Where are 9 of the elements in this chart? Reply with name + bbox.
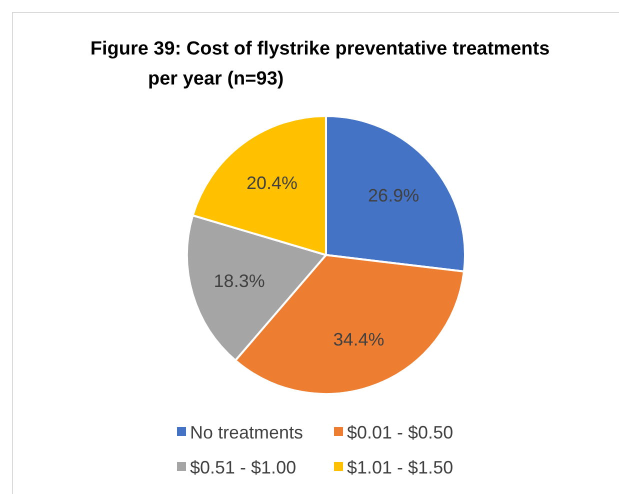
legend-label: $1.01 - $1.50 bbox=[347, 457, 454, 478]
data-label: 18.3% bbox=[214, 270, 265, 291]
data-label: 34.4% bbox=[333, 330, 384, 350]
legend-label: No treatments bbox=[190, 422, 304, 442]
data-label: 20.4% bbox=[246, 172, 298, 193]
legend-label: $0.51 - $1.00 bbox=[190, 457, 296, 478]
legend-label: $0.01 - $0.50 bbox=[347, 422, 454, 442]
data-label: 26.9% bbox=[368, 185, 420, 206]
chart-title: Figure 39: Cost of flystrike preventative treatments per year (n=93) bbox=[90, 38, 550, 90]
